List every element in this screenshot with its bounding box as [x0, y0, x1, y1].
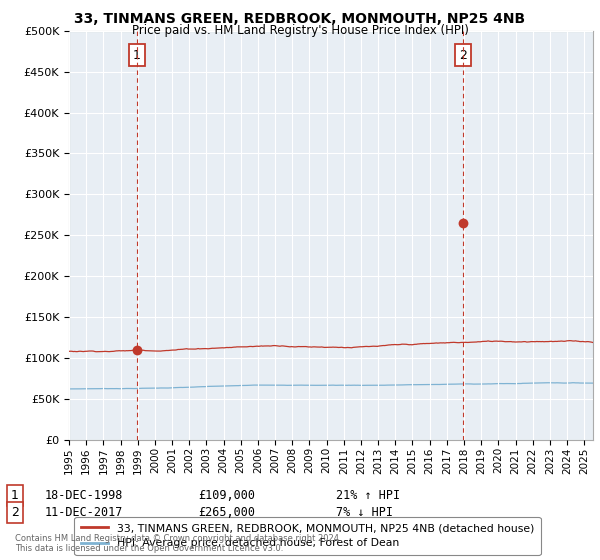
Text: 11-DEC-2017: 11-DEC-2017	[45, 506, 124, 519]
Text: 21% ↑ HPI: 21% ↑ HPI	[336, 489, 400, 502]
Text: 7% ↓ HPI: 7% ↓ HPI	[336, 506, 393, 519]
Text: Contains HM Land Registry data © Crown copyright and database right 2024.
This d: Contains HM Land Registry data © Crown c…	[15, 534, 341, 553]
Text: 1: 1	[133, 49, 141, 62]
Text: Price paid vs. HM Land Registry's House Price Index (HPI): Price paid vs. HM Land Registry's House …	[131, 24, 469, 36]
Text: 33, TINMANS GREEN, REDBROOK, MONMOUTH, NP25 4NB: 33, TINMANS GREEN, REDBROOK, MONMOUTH, N…	[74, 12, 526, 26]
Point	[458, 218, 468, 227]
Point	[132, 346, 142, 355]
Text: 18-DEC-1998: 18-DEC-1998	[45, 489, 124, 502]
Legend: 33, TINMANS GREEN, REDBROOK, MONMOUTH, NP25 4NB (detached house), HPI: Average p: 33, TINMANS GREEN, REDBROOK, MONMOUTH, N…	[74, 516, 541, 555]
Text: £265,000: £265,000	[198, 506, 255, 519]
Text: 2: 2	[11, 506, 19, 519]
Text: 1: 1	[11, 489, 19, 502]
Text: 2: 2	[459, 49, 467, 62]
Text: £109,000: £109,000	[198, 489, 255, 502]
